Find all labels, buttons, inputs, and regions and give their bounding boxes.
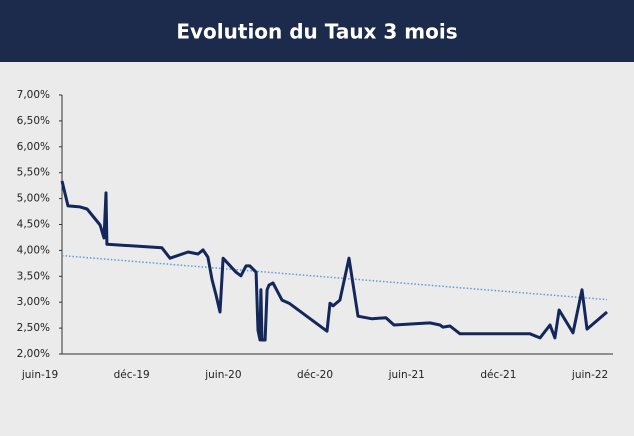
trend-line: [61, 254, 608, 301]
y-tick-label: 4,50%: [17, 219, 50, 231]
x-tick-label: déc-19: [114, 369, 150, 381]
y-tick-label: 3,50%: [17, 270, 50, 282]
y-tick-label: 5,00%: [17, 193, 50, 205]
line: [60, 180, 608, 342]
x-tick-label: juin-22: [571, 369, 608, 381]
y-tick-label: 2,50%: [17, 322, 50, 334]
y-tick-label: 4,00%: [17, 244, 50, 256]
x-tick-label: déc-20: [297, 369, 333, 381]
y-tick-label: 5,50%: [17, 167, 50, 179]
header: [0, 0, 634, 62]
y-tick-label: 6,50%: [17, 115, 50, 127]
chart-title: Evolution du Taux 3 mois: [176, 20, 457, 44]
y-tick-label: 3,00%: [17, 296, 50, 308]
x-tick-label: juin-19: [21, 369, 58, 381]
y-tick-label: 7,00%: [17, 89, 50, 101]
x-tick-label: juin-21: [388, 369, 425, 381]
x-tick-label: juin-20: [204, 369, 241, 381]
y-tick-label: 2,00%: [17, 348, 50, 360]
x-tick-label: déc-21: [480, 369, 516, 381]
y-tick-label: 6,00%: [17, 141, 50, 153]
